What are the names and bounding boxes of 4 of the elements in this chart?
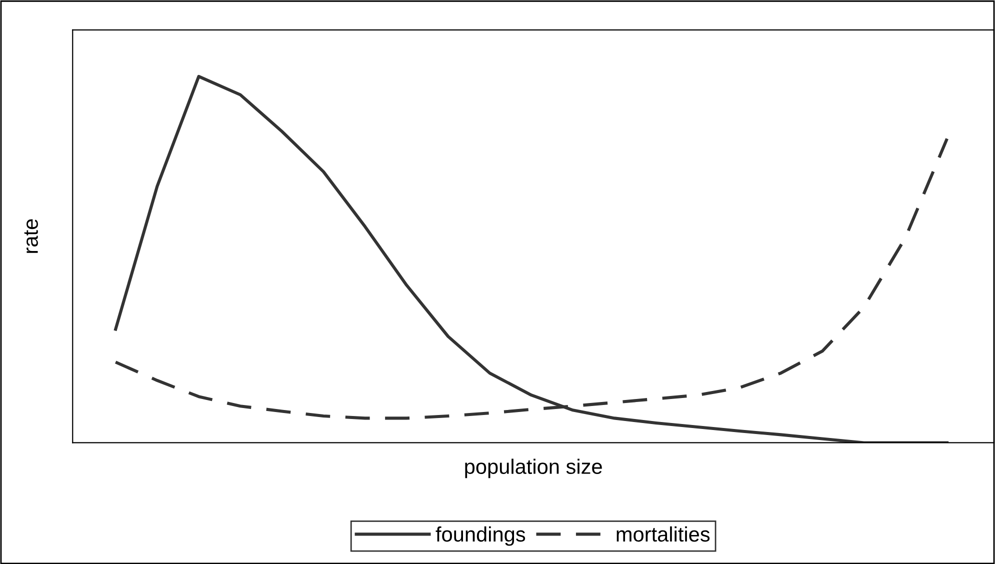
x-axis-title: population size: [465, 458, 602, 478]
legend-label: foundings: [436, 526, 526, 546]
legend-label: mortalities: [616, 526, 710, 542]
y-axis-title: rate: [24, 219, 38, 253]
